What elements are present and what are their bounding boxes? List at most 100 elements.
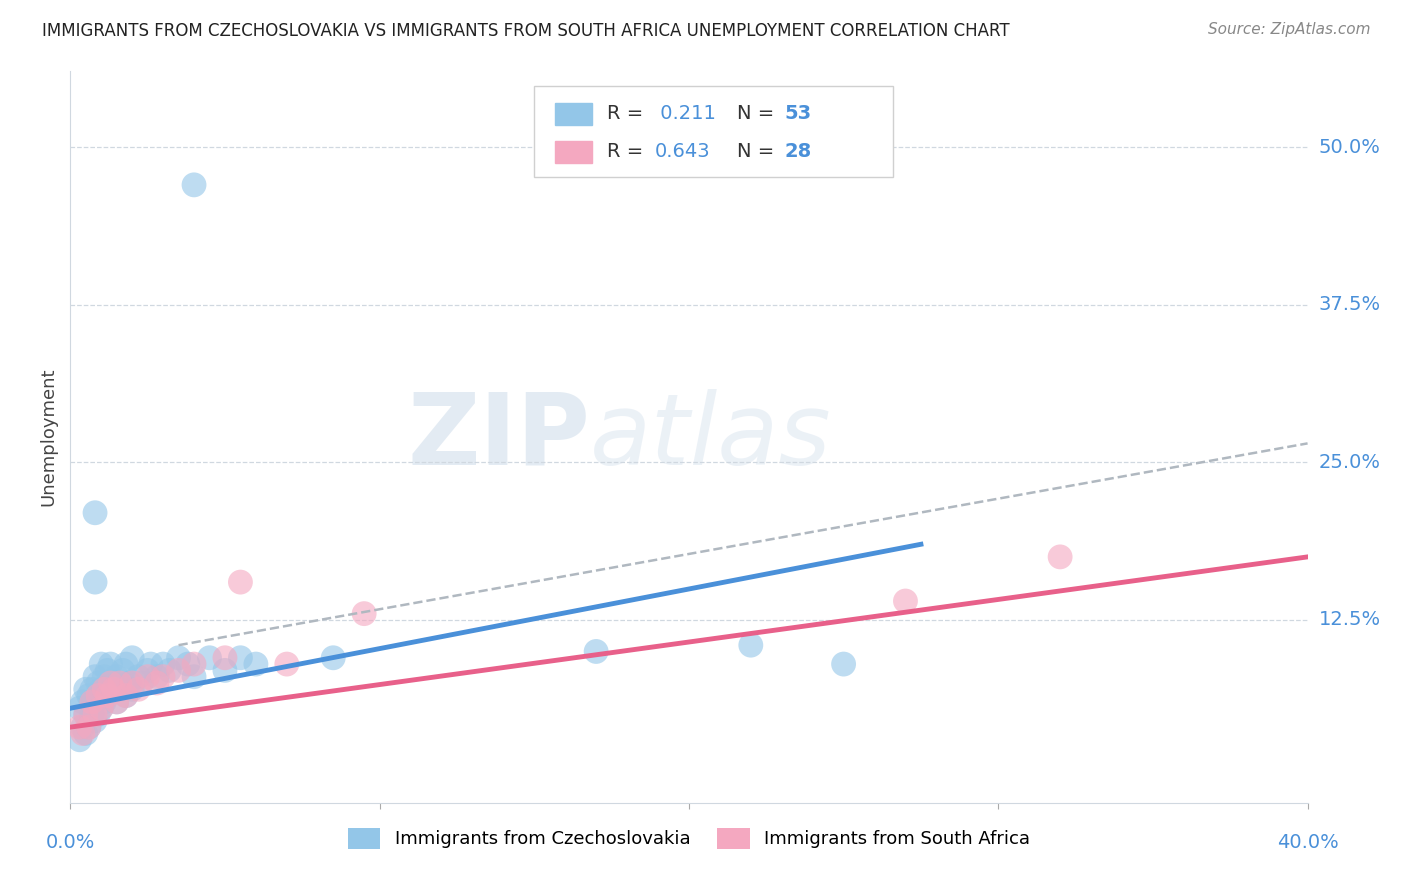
Point (69, 732, 91, 747)
Point (100, 676, 122, 690)
Point (198, 650, 221, 665)
Point (167, 664, 190, 678)
Point (214, 650, 236, 665)
Point (100, 657, 122, 671)
Point (152, 670, 174, 684)
Text: 12.5%: 12.5% (1319, 610, 1381, 630)
Point (87, 676, 110, 690)
Point (72, 726, 94, 740)
Point (84, 575, 107, 590)
Point (127, 682, 149, 697)
Text: R =: R = (607, 104, 650, 123)
Text: Source: ZipAtlas.com: Source: ZipAtlas.com (1208, 22, 1371, 37)
Legend: Immigrants from Czechoslovakia, Immigrants from South Africa: Immigrants from Czechoslovakia, Immigran… (340, 821, 1038, 856)
Point (127, 670, 149, 684)
Point (115, 657, 138, 671)
Point (77, 720, 100, 734)
Point (80, 682, 103, 697)
Point (322, 650, 344, 665)
Point (229, 575, 252, 590)
Point (167, 650, 190, 665)
Point (111, 664, 134, 678)
Point (136, 670, 159, 684)
Point (136, 664, 159, 678)
Point (72, 720, 94, 734)
Point (75, 707, 97, 722)
Point (87, 707, 110, 722)
Bar (555, 141, 592, 162)
Point (93, 695, 115, 709)
Point (103, 676, 125, 690)
Text: N =: N = (737, 143, 780, 161)
FancyBboxPatch shape (534, 86, 893, 178)
Point (276, 657, 298, 671)
Point (108, 676, 131, 690)
Text: 0.643: 0.643 (654, 143, 710, 161)
Point (118, 676, 141, 690)
Point (157, 664, 180, 678)
Point (93, 670, 115, 684)
Point (69, 720, 91, 734)
Text: 0.211: 0.211 (654, 104, 716, 123)
Text: 40.0%: 40.0% (1277, 833, 1339, 853)
Point (84, 695, 107, 709)
Text: ZIP: ZIP (408, 389, 591, 485)
Y-axis label: Unemployment: Unemployment (39, 368, 58, 507)
Point (77, 689, 100, 703)
Point (139, 657, 162, 671)
Text: N =: N = (737, 104, 780, 123)
Text: IMMIGRANTS FROM CZECHOSLOVAKIA VS IMMIGRANTS FROM SOUTH AFRICA UNEMPLOYMENT CORR: IMMIGRANTS FROM CZECHOSLOVAKIA VS IMMIGR… (42, 22, 1010, 40)
Point (90, 701, 112, 715)
Point (245, 657, 267, 671)
Point (183, 670, 205, 684)
Point (832, 657, 855, 671)
Point (77, 720, 100, 734)
Point (105, 695, 128, 709)
Point (740, 638, 762, 652)
Point (96, 689, 118, 703)
Text: 25.0%: 25.0% (1319, 453, 1381, 472)
Point (115, 689, 138, 703)
Text: 28: 28 (785, 143, 811, 161)
Point (214, 664, 236, 678)
Point (229, 650, 252, 665)
Point (84, 707, 107, 722)
Point (121, 676, 143, 690)
Point (93, 682, 115, 697)
Point (131, 676, 153, 690)
Text: R =: R = (607, 143, 650, 161)
Text: atlas: atlas (591, 389, 831, 485)
Point (183, 657, 205, 671)
Point (84, 670, 107, 684)
Point (80, 695, 103, 709)
Text: 0.0%: 0.0% (45, 833, 96, 853)
Point (75, 726, 97, 740)
Point (69, 701, 91, 715)
Point (80, 707, 103, 722)
Point (103, 682, 125, 697)
Point (87, 689, 110, 703)
Point (100, 682, 122, 697)
Point (353, 607, 375, 621)
Point (894, 594, 917, 608)
Point (115, 689, 138, 703)
Point (72, 695, 94, 709)
Point (121, 650, 143, 665)
Point (152, 657, 174, 671)
Text: 53: 53 (785, 104, 811, 123)
Point (177, 657, 200, 671)
Point (108, 682, 131, 697)
Text: 50.0%: 50.0% (1319, 137, 1381, 156)
Point (75, 707, 97, 722)
Point (105, 695, 128, 709)
Point (585, 644, 607, 658)
Point (1049, 549, 1071, 564)
Point (75, 682, 97, 697)
Point (90, 701, 112, 715)
Point (105, 670, 128, 684)
Point (84, 714, 107, 728)
Point (146, 670, 169, 684)
Point (90, 682, 112, 697)
Point (146, 676, 169, 690)
Point (121, 682, 143, 697)
